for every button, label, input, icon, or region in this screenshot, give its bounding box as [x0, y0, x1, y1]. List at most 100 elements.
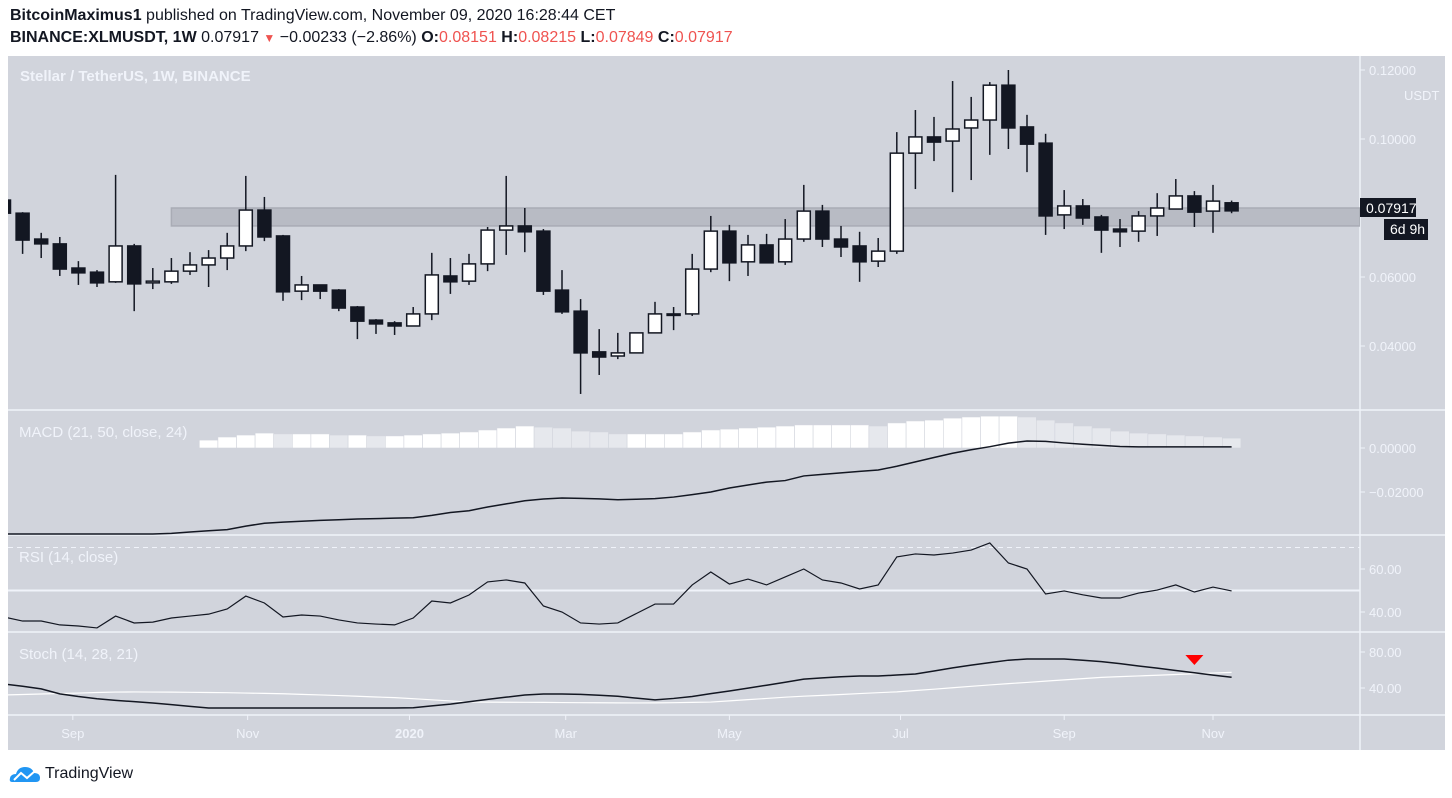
candle-body-down — [15, 212, 30, 241]
candle — [1205, 184, 1221, 233]
candle — [145, 268, 161, 290]
candle — [908, 110, 923, 190]
candle-body-up — [182, 264, 198, 272]
macd-histogram-bar — [868, 425, 888, 449]
candle — [852, 231, 867, 282]
high-label: H: — [501, 29, 519, 46]
candle — [833, 225, 849, 257]
macd-histogram-bar — [422, 433, 442, 449]
price-axis-label: 0.12000 — [1369, 63, 1416, 78]
macd-histogram-bar — [905, 420, 925, 449]
tradingview-logo[interactable]: TradingView — [9, 764, 133, 784]
candle-body-down — [1112, 228, 1128, 233]
macd-histogram-bar — [942, 417, 963, 449]
candle-body-up — [294, 284, 309, 292]
candle-body-up — [405, 313, 421, 327]
macd-histogram-bar — [812, 424, 832, 449]
candle — [331, 289, 347, 312]
candle-body-down — [89, 271, 105, 284]
candle-body-down — [387, 322, 402, 327]
candle — [387, 321, 402, 335]
candle-body-up — [908, 136, 923, 154]
down-triangle-icon: ▼ — [263, 31, 276, 45]
price-change: −0.00233 (−2.86%) — [279, 29, 417, 46]
candle-body-down — [1094, 216, 1109, 231]
candle-body-down — [71, 267, 86, 274]
logo-text: TradingView — [45, 765, 134, 782]
candle-body-up — [424, 274, 440, 315]
candle-body-down — [1075, 205, 1091, 219]
candle-body-up — [796, 210, 812, 240]
last-price: 0.07917 — [201, 29, 259, 46]
tradingview-cloud-icon — [9, 767, 40, 782]
candle-body-up — [201, 257, 216, 266]
indicator-axis-label: 80.00 — [1369, 645, 1402, 660]
macd-histogram-bar — [1147, 433, 1167, 449]
candle — [1075, 199, 1091, 225]
candle-body-up — [461, 263, 477, 282]
candle — [108, 174, 123, 283]
candle-body-up — [982, 84, 998, 121]
macd-histogram-bar — [775, 425, 795, 449]
candle-body-down — [52, 243, 68, 270]
macd-histogram-bar — [961, 416, 981, 449]
author-name[interactable]: BitcoinMaximus1 — [10, 7, 142, 24]
macd-histogram-bar — [236, 434, 256, 449]
candle — [926, 116, 942, 162]
candle — [238, 175, 254, 252]
macd-histogram-bar — [570, 430, 591, 449]
candle — [1056, 190, 1072, 230]
candle — [480, 226, 495, 272]
candle — [517, 208, 533, 253]
candle — [610, 332, 626, 360]
macd-histogram-bar — [626, 433, 646, 449]
time-axis-label: 2020 — [395, 726, 424, 741]
macd-histogram-bar — [924, 419, 944, 449]
candle-body-down — [33, 238, 49, 245]
published-text: published on TradingView.com, November 0… — [146, 7, 616, 24]
candle-body-up — [108, 245, 123, 283]
time-axis-label: Nov — [236, 726, 260, 741]
macd-histogram-bar — [329, 434, 349, 449]
macd-histogram-bar — [199, 439, 219, 449]
stoch-k-line — [8, 658, 1232, 709]
open-value: 0.08151 — [439, 29, 497, 46]
countdown-label: 6d 9h — [1390, 221, 1425, 237]
resistance-zone-layer — [170, 207, 1360, 227]
macd-histogram-bar — [794, 424, 814, 449]
candle-body-down — [1001, 84, 1016, 129]
candle-body-down — [257, 209, 272, 238]
macd-histogram-bar — [552, 427, 572, 449]
chart-canvas[interactable]: 0.12000 0.10000 0.06000 0.04000 0.00000 −0.02… — [8, 56, 1445, 750]
currency-label: USDT — [1404, 88, 1439, 103]
candle — [796, 184, 812, 242]
candle — [1038, 133, 1053, 235]
candle — [182, 252, 198, 275]
macd-histogram-bar — [440, 432, 461, 449]
candle-body-up — [219, 245, 235, 259]
sell-signal-marker — [1185, 655, 1204, 665]
candle-body-up — [870, 250, 886, 262]
candle — [164, 258, 179, 284]
price-axis: 0.12000 0.10000 0.06000 0.04000 — [1360, 63, 1416, 354]
candle — [1019, 114, 1035, 173]
candle — [945, 81, 960, 193]
price-axis-label: 0.10000 — [1369, 132, 1416, 147]
rsi-line — [8, 542, 1232, 629]
macd-histogram-bar — [701, 429, 721, 449]
macd-histogram-bar — [254, 432, 275, 449]
candle — [647, 301, 663, 334]
candle-body-down — [815, 210, 830, 240]
candle — [815, 204, 830, 247]
candle-body-up — [1149, 207, 1165, 217]
candle — [870, 238, 886, 267]
macd-histogram-bar — [533, 426, 553, 449]
candle — [777, 219, 793, 265]
candle-body-down — [350, 306, 365, 322]
candles-layer — [8, 70, 1239, 394]
candle — [1112, 219, 1128, 247]
candle — [15, 212, 30, 254]
candle — [1001, 70, 1016, 150]
open-label: O: — [421, 29, 439, 46]
macd-histogram-bar — [347, 434, 368, 449]
